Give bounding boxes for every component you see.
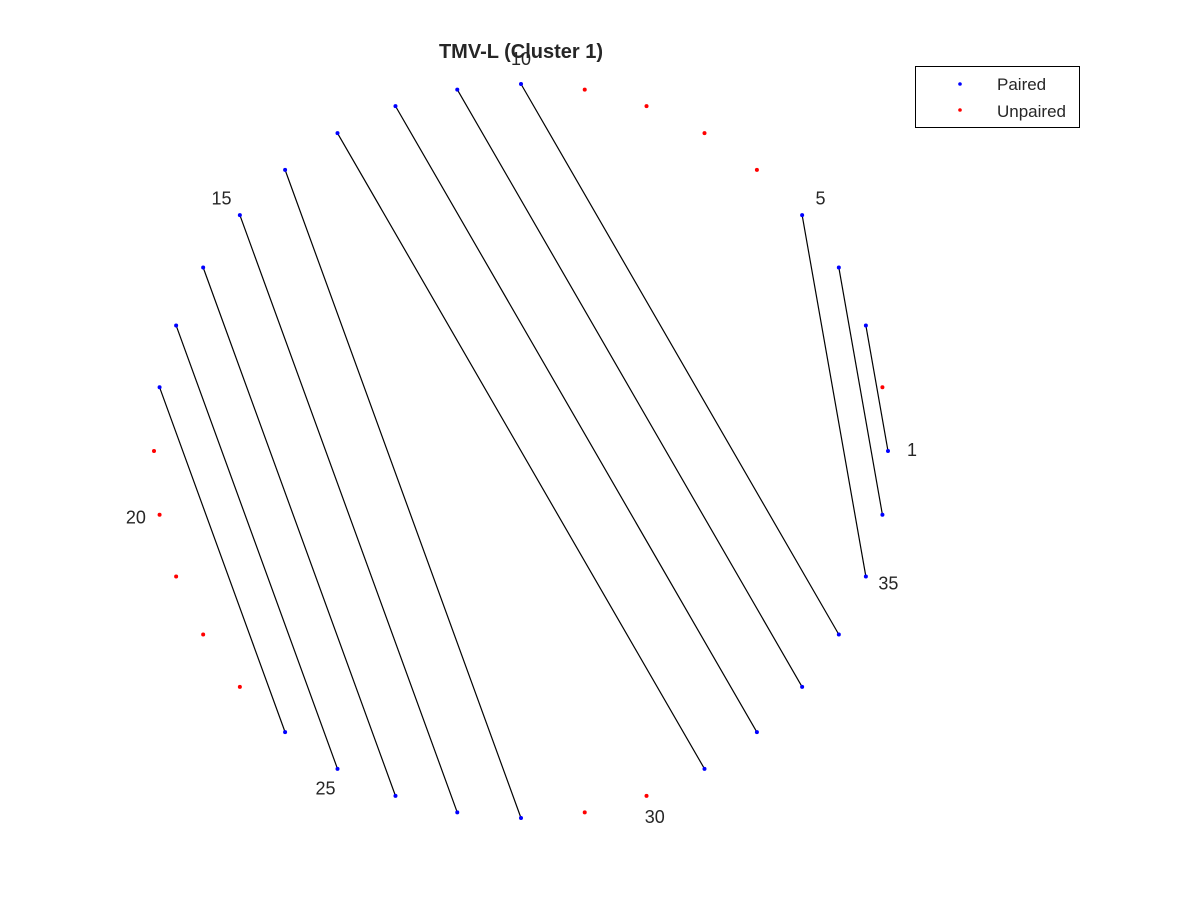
paired-dot-28 [519, 816, 523, 820]
position-label-20: 20 [126, 508, 146, 528]
paired-dot-17 [174, 323, 179, 328]
paired-dot-18 [157, 385, 162, 390]
pair-line-24-18 [159, 387, 286, 733]
paired-dot-14 [283, 167, 288, 172]
pair-lines [159, 83, 889, 819]
paired-dot-33 [800, 684, 805, 689]
pair-line-27-15 [239, 214, 458, 813]
legend-unpaired-label: Unpaired [997, 102, 1066, 121]
pair-line-25-17 [175, 325, 339, 770]
paired-dot-15 [237, 213, 242, 218]
position-label-5: 5 [816, 188, 826, 208]
unpaired-dot-30 [644, 793, 649, 798]
paired-dot-24 [283, 730, 288, 735]
legend-box [915, 66, 1080, 128]
pair-line-33-11 [456, 89, 803, 688]
legend: Paired Unpaired [915, 66, 1080, 128]
paired-dot-26 [393, 793, 398, 798]
unpaired-dot-20 [157, 512, 162, 517]
unpaired-dot-6 [754, 167, 759, 172]
chart-title: TMV-L (Cluster 1) [439, 41, 603, 63]
unpaired-dot-7 [702, 131, 707, 136]
pair-line-31-13 [336, 132, 706, 770]
paired-dot-16 [201, 265, 206, 270]
paired-dot-5 [800, 213, 805, 218]
paired-dot-12 [393, 104, 398, 109]
unpaired-dot-9 [582, 87, 587, 92]
position-label-15: 15 [211, 188, 231, 208]
paired-dot-11 [455, 87, 460, 92]
pair-line-36-4 [838, 267, 884, 515]
paired-dot-31 [702, 766, 707, 771]
legend-unpaired-marker [958, 108, 962, 112]
paired-dot-4 [836, 265, 841, 270]
unpaired-dot-19 [152, 449, 156, 453]
position-label-1: 1 [907, 440, 917, 460]
paired-dot-3 [863, 323, 868, 328]
paired-dot-34 [836, 632, 841, 637]
unpaired-dot-23 [237, 684, 242, 689]
legend-paired-label: Paired [997, 75, 1046, 94]
unpaired-dot-2 [880, 385, 885, 390]
paired-dot-35 [863, 574, 868, 579]
position-label-10: 10 [511, 49, 531, 69]
pair-line-32-12 [394, 105, 758, 733]
paired-dot-27 [455, 810, 460, 815]
pair-line-35-5 [801, 214, 867, 577]
position-dots [152, 82, 890, 820]
pair-line-1-3 [865, 325, 889, 452]
paired-dot-1 [886, 449, 890, 453]
position-label-25: 25 [315, 778, 335, 798]
unpaired-dot-21 [174, 574, 179, 579]
unpaired-dot-22 [201, 632, 206, 637]
paired-dot-25 [335, 766, 340, 771]
pair-line-26-16 [202, 267, 397, 797]
paired-dot-10 [519, 82, 523, 86]
unpaired-dot-8 [644, 104, 649, 109]
pair-line-34-10 [520, 83, 840, 635]
position-label-30: 30 [645, 807, 665, 827]
pair-line-28-14 [284, 169, 522, 819]
paired-dot-36 [880, 512, 885, 517]
position-label-35: 35 [878, 573, 898, 593]
unpaired-dot-29 [582, 810, 587, 815]
legend-paired-marker [958, 82, 962, 86]
paired-dot-32 [754, 730, 759, 735]
paired-dot-13 [335, 131, 340, 136]
